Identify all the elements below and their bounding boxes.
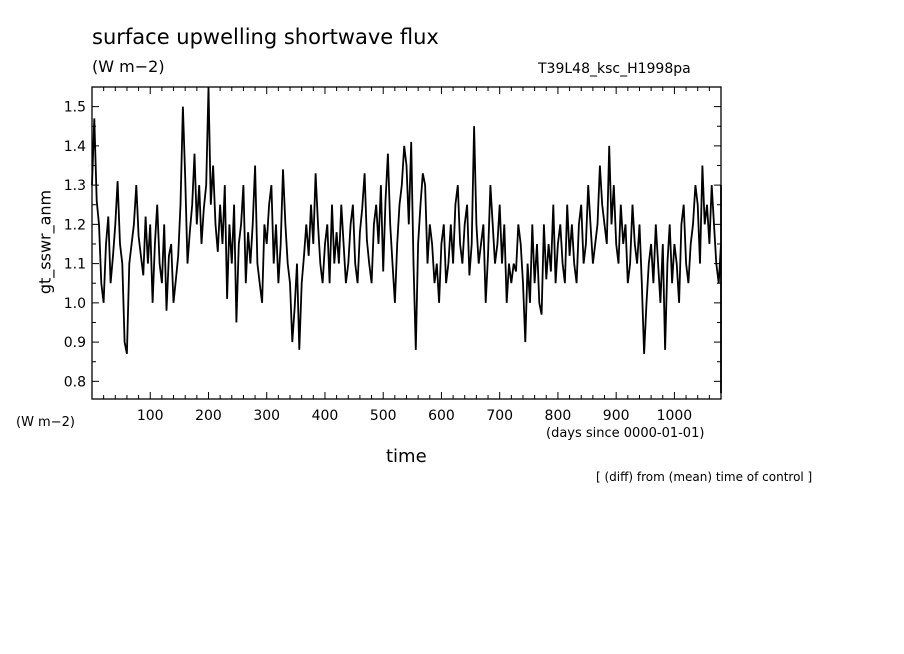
y-units-label: (W m−2) <box>16 415 75 430</box>
y-tick-label: 0.8 <box>64 374 86 390</box>
x-tick-label: 400 <box>312 408 339 424</box>
chart-units: (W m−2) <box>92 57 165 76</box>
run-name: T39L48_ksc_H1998pa <box>538 61 691 77</box>
y-tick-label: 1.3 <box>64 178 86 194</box>
x-tick-label: 800 <box>545 408 572 424</box>
y-tick-label: 1.1 <box>64 257 86 273</box>
tick-labels: 100 200 300 400 500 600 700 800 900 1000 0.8 0.9 1.0… <box>64 100 692 424</box>
chart-title: surface upwelling shortwave flux <box>92 25 439 49</box>
y-tick-label: 0.9 <box>64 335 86 351</box>
x-tick-label: 300 <box>253 408 280 424</box>
x-tick-label: 700 <box>486 408 513 424</box>
x-tick-label: 100 <box>137 408 164 424</box>
x-tick-label: 1000 <box>657 408 693 424</box>
footnote: [ (diff) from (mean) time of control ] <box>596 470 813 484</box>
x-tick-label: 200 <box>195 408 222 424</box>
y-tick-label: 1.2 <box>64 217 86 233</box>
x-axis-label: time <box>386 446 427 467</box>
x-tick-label: 600 <box>428 408 455 424</box>
x-tick-label: 500 <box>370 408 397 424</box>
x-tick-label: 900 <box>603 408 630 424</box>
series-line <box>91 86 722 394</box>
x-units-label: (days since 0000-01-01) <box>546 426 705 441</box>
y-tick-label: 1.5 <box>64 100 86 116</box>
y-tick-label: 1.4 <box>64 139 86 155</box>
y-tick-label: 1.0 <box>64 296 86 312</box>
